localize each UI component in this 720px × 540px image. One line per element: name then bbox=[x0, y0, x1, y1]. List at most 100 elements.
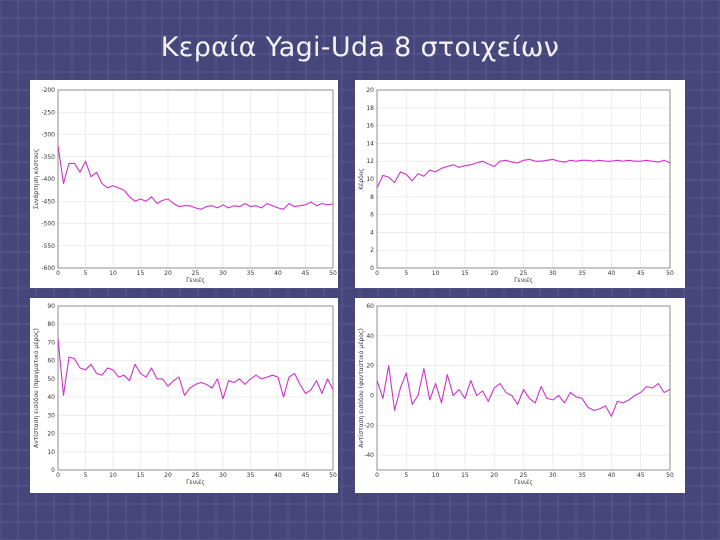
x-tick-label: 50 bbox=[666, 472, 674, 479]
x-tick-label: 20 bbox=[490, 472, 498, 479]
y-tick-label: 40 bbox=[366, 333, 374, 340]
x-tick-label: 35 bbox=[578, 472, 586, 479]
series-line bbox=[57, 145, 334, 210]
y-tick-label: -350 bbox=[41, 154, 55, 161]
chart-panel-input-resistance-imaginary: 0 5 10 15 20 25 30 35 40 45 50 -40 -20 0 20 40 60 Γενιές Α… bbox=[355, 298, 685, 493]
x-tick-label: 20 bbox=[164, 270, 172, 277]
x-tick-label: 30 bbox=[219, 472, 227, 479]
y-tick-label: 90 bbox=[47, 303, 55, 310]
x-tick-label: 25 bbox=[192, 472, 200, 479]
y-tick-label: 80 bbox=[47, 321, 55, 328]
y-tick-label: -550 bbox=[41, 243, 55, 250]
y-tick-label: -200 bbox=[41, 87, 55, 94]
x-tick-label: 25 bbox=[192, 270, 200, 277]
chart-panel-gain: 0 5 10 15 20 25 30 35 40 45 50 0 2 4 6 8 10 12 14 16 18 20 Γεν… bbox=[355, 80, 685, 288]
x-axis-label: Γενιές bbox=[186, 479, 205, 486]
y-tick-label: 60 bbox=[47, 358, 55, 365]
y-tick-label: 40 bbox=[47, 394, 55, 401]
x-tick-label: 5 bbox=[84, 270, 88, 277]
x-tick-label: 45 bbox=[637, 270, 645, 277]
x-tick-label: 5 bbox=[84, 472, 88, 479]
y-axis-label: Κέρδος bbox=[358, 168, 365, 190]
chart-gain: 0 5 10 15 20 25 30 35 40 45 50 0 2 4 6 8 10 12 14 16 18 20 Γεν… bbox=[358, 87, 674, 284]
x-tick-label: 15 bbox=[461, 472, 469, 479]
plot-frame bbox=[376, 89, 671, 269]
x-tick-label: 5 bbox=[404, 270, 408, 277]
x-tick-label: 25 bbox=[520, 472, 528, 479]
y-tick-label: 8 bbox=[370, 194, 374, 201]
y-tick-label: -300 bbox=[41, 132, 55, 139]
x-tick-label: 15 bbox=[137, 472, 145, 479]
x-tick-label: 45 bbox=[637, 472, 645, 479]
y-tick-label: 0 bbox=[370, 392, 374, 399]
y-tick-label: 70 bbox=[47, 339, 55, 346]
y-tick-label: -600 bbox=[41, 265, 55, 272]
plot-frame bbox=[57, 305, 334, 471]
plot-frame bbox=[376, 305, 671, 471]
x-axis-label: Γενιές bbox=[514, 479, 533, 486]
x-tick-label: 0 bbox=[375, 472, 379, 479]
x-tick-label: 20 bbox=[490, 270, 498, 277]
series-line bbox=[57, 338, 334, 400]
x-tick-label: 15 bbox=[137, 270, 145, 277]
y-tick-label: 20 bbox=[47, 431, 55, 438]
x-tick-label: 10 bbox=[109, 472, 117, 479]
y-tick-label: -450 bbox=[41, 198, 55, 205]
y-axis-label: Αντίσταση εισόδου (φανταστικό μέρος) bbox=[358, 328, 365, 448]
y-tick-label: -500 bbox=[41, 221, 55, 228]
y-tick-label: 6 bbox=[370, 212, 374, 219]
y-tick-label: 12 bbox=[366, 158, 374, 165]
x-tick-label: 30 bbox=[549, 472, 557, 479]
x-tick-label: 5 bbox=[404, 472, 408, 479]
x-tick-label: 25 bbox=[520, 270, 528, 277]
y-tick-label: -250 bbox=[41, 109, 55, 116]
y-tick-label: -40 bbox=[364, 452, 374, 459]
y-tick-label: 14 bbox=[366, 140, 374, 147]
y-tick-label: 18 bbox=[366, 105, 374, 112]
x-tick-label: 0 bbox=[375, 270, 379, 277]
plot-frame bbox=[57, 89, 334, 269]
x-tick-label: 15 bbox=[461, 270, 469, 277]
series-line bbox=[376, 158, 671, 189]
y-tick-label: -400 bbox=[41, 176, 55, 183]
x-tick-label: 10 bbox=[109, 270, 117, 277]
y-tick-label: -20 bbox=[364, 422, 374, 429]
x-tick-label: 40 bbox=[608, 472, 616, 479]
y-tick-label: 50 bbox=[47, 376, 55, 383]
y-axis-label: Συνάρτηση κόστους bbox=[33, 149, 40, 210]
x-tick-label: 50 bbox=[329, 270, 337, 277]
x-tick-label: 40 bbox=[608, 270, 616, 277]
slide-title: Κεραία Yagi-Uda 8 στοιχείων bbox=[160, 32, 560, 63]
x-tick-label: 35 bbox=[247, 270, 255, 277]
x-tick-label: 10 bbox=[432, 270, 440, 277]
y-axis-label: Αντίσταση εισόδου (πραγματικό μέρος) bbox=[33, 328, 40, 448]
chart-input-resistance-imaginary: 0 5 10 15 20 25 30 35 40 45 50 -40 -20 0 20 40 60 Γενιές Α… bbox=[358, 303, 674, 486]
chart-cost-function: 0 5 10 15 20 25 30 35 40 45 50 -200 -250 -300 -350 -400… bbox=[33, 87, 337, 284]
x-tick-label: 50 bbox=[329, 472, 337, 479]
y-tick-label: 10 bbox=[366, 176, 374, 183]
y-tick-label: 20 bbox=[366, 87, 374, 94]
x-tick-label: 40 bbox=[274, 472, 282, 479]
y-tick-label: 4 bbox=[370, 229, 374, 236]
x-tick-label: 50 bbox=[666, 270, 674, 277]
y-tick-label: 60 bbox=[366, 303, 374, 310]
x-tick-label: 30 bbox=[219, 270, 227, 277]
x-tick-label: 0 bbox=[56, 472, 60, 479]
x-tick-label: 20 bbox=[164, 472, 172, 479]
y-tick-label: 10 bbox=[47, 449, 55, 456]
y-tick-label: 2 bbox=[370, 247, 374, 254]
y-tick-label: 30 bbox=[47, 412, 55, 419]
x-tick-label: 40 bbox=[274, 270, 282, 277]
x-tick-label: 10 bbox=[432, 472, 440, 479]
y-tick-label: 0 bbox=[51, 467, 55, 474]
y-tick-label: 20 bbox=[366, 363, 374, 370]
y-tick-label: 0 bbox=[370, 265, 374, 272]
x-tick-label: 35 bbox=[247, 472, 255, 479]
series-line bbox=[376, 365, 671, 417]
x-axis-label: Γενιές bbox=[186, 277, 205, 284]
x-tick-label: 0 bbox=[56, 270, 60, 277]
x-tick-label: 45 bbox=[302, 270, 310, 277]
y-tick-label: 16 bbox=[366, 123, 374, 130]
x-axis-label: Γενιές bbox=[514, 277, 533, 284]
chart-panel-cost-function: 0 5 10 15 20 25 30 35 40 45 50 -200 -250 -300 -350 -400… bbox=[30, 80, 338, 288]
